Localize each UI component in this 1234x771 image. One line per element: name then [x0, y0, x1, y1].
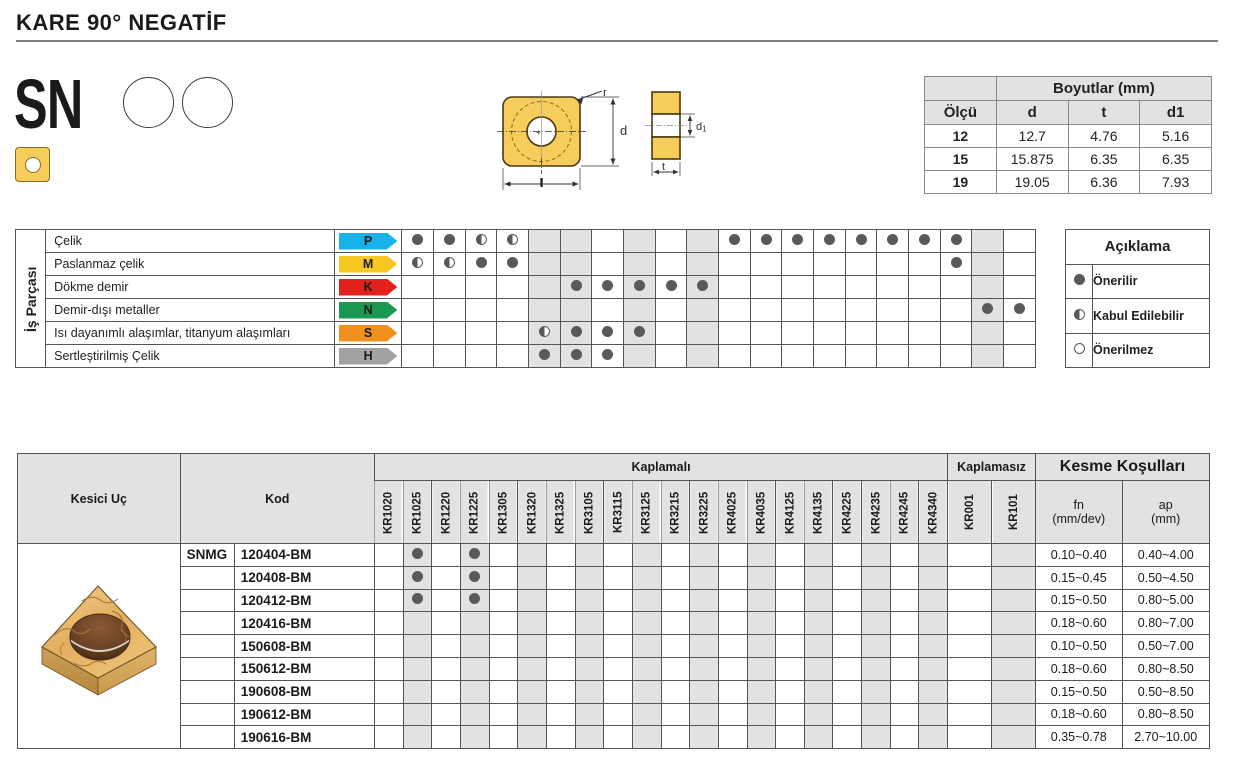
svg-text:+: +	[536, 128, 541, 137]
svg-text:r: r	[603, 90, 607, 99]
svg-text:d1: d1	[696, 121, 707, 134]
svg-text:d: d	[620, 123, 627, 138]
svg-text:t: t	[662, 161, 665, 173]
